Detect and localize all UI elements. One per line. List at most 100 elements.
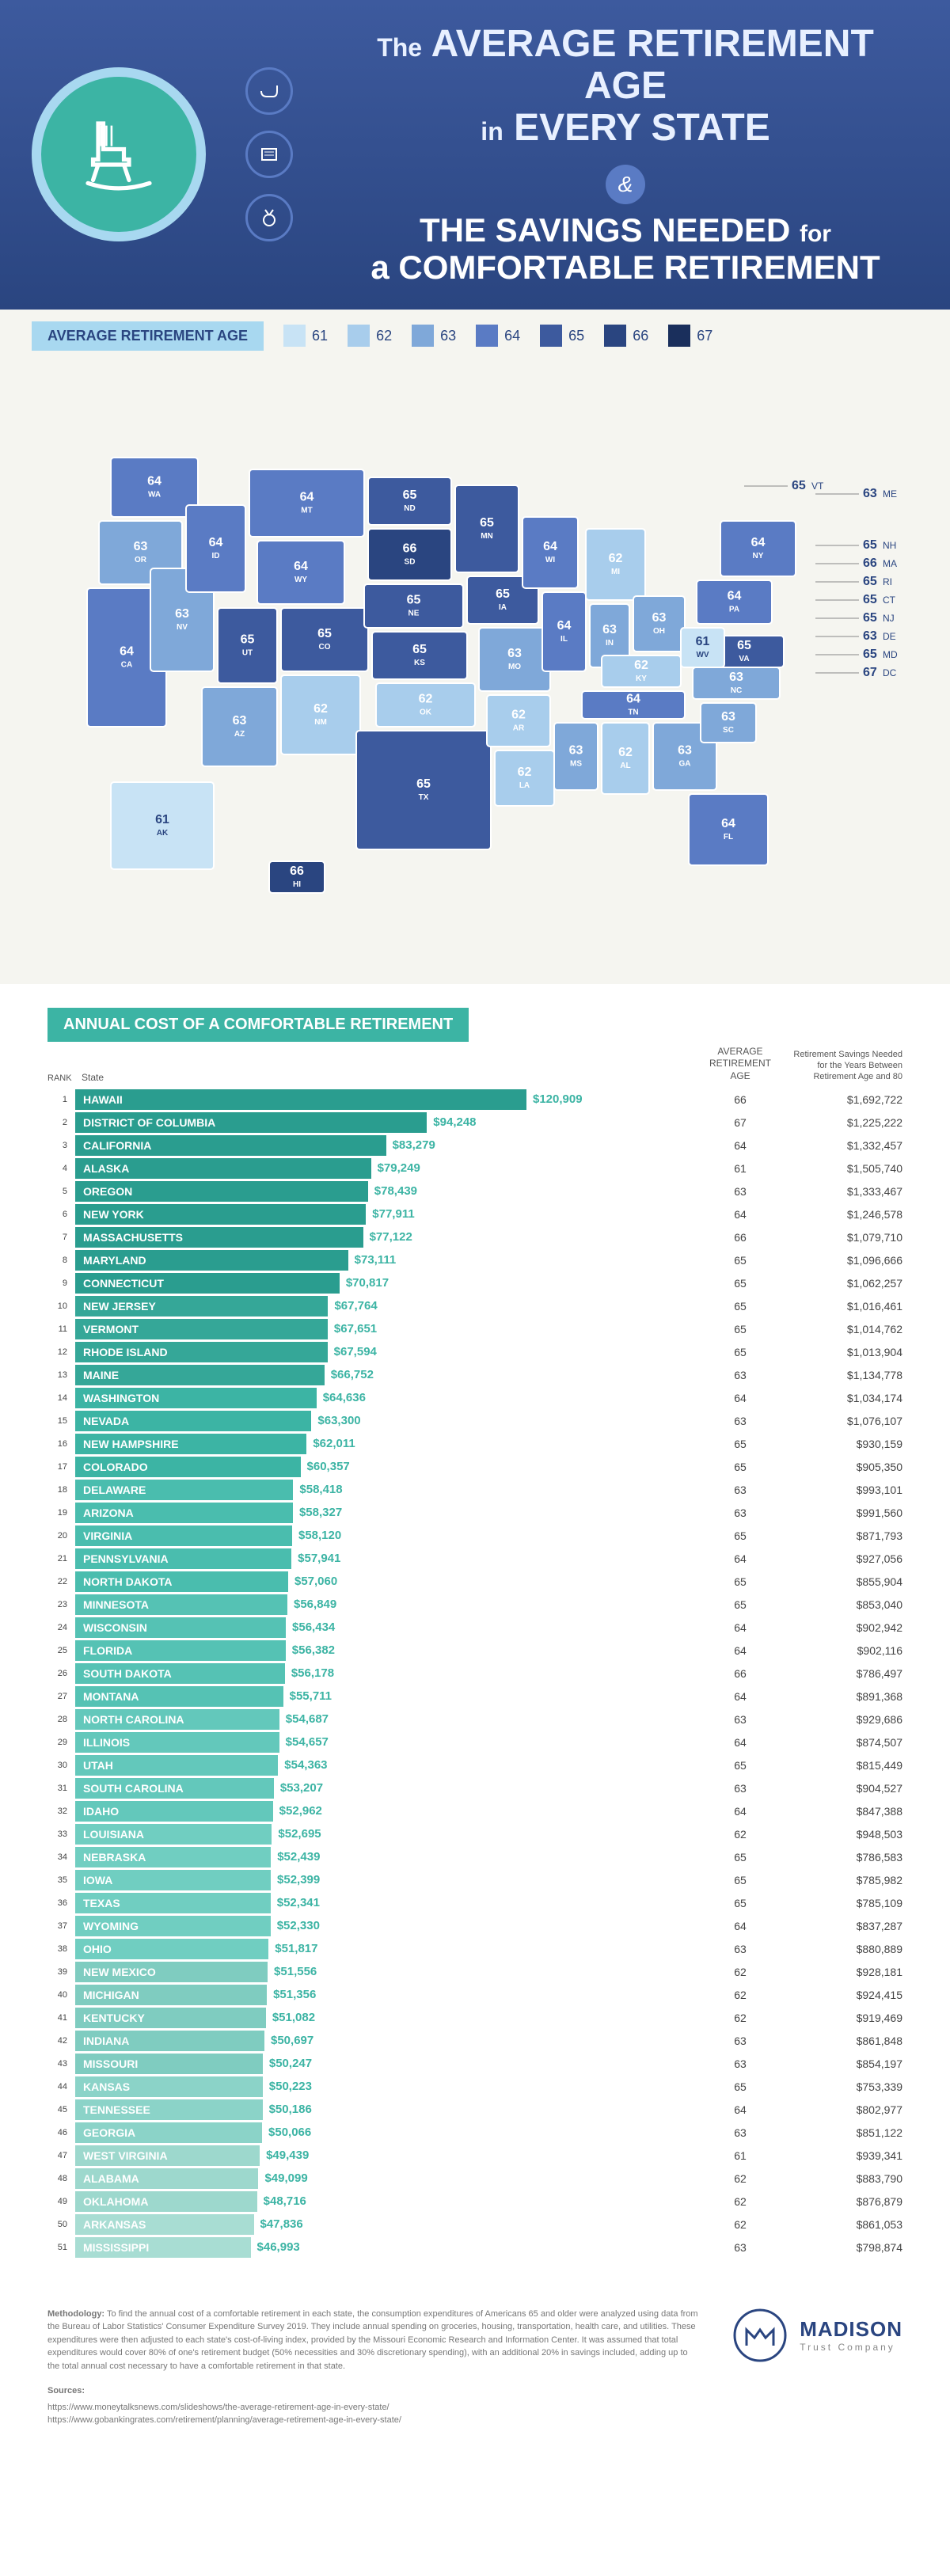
- legend-item: 63: [412, 325, 456, 347]
- table-row: 51 MISSISSIPPI $46,993 63 $798,874: [48, 2237, 902, 2258]
- svg-text:MT: MT: [301, 506, 312, 515]
- svg-text:62: 62: [419, 692, 433, 705]
- table-row: 2 DISTRICT OF COLUMBIA $94,248 67 $1,225…: [48, 1112, 902, 1133]
- svg-text:NY: NY: [753, 552, 764, 560]
- table-row: 12 RHODE ISLAND $67,594 65 $1,013,904: [48, 1342, 902, 1362]
- svg-text:65: 65: [317, 627, 332, 640]
- table-row: 44 KANSAS $50,223 65 $753,339: [48, 2076, 902, 2097]
- svg-text:WV: WV: [696, 651, 709, 659]
- svg-text:SC: SC: [723, 726, 734, 735]
- svg-text:VA: VA: [739, 655, 749, 663]
- svg-text:62: 62: [314, 702, 328, 716]
- svg-text:WY: WY: [294, 576, 307, 584]
- legend-item: 65: [540, 325, 584, 347]
- svg-text:HI: HI: [293, 880, 301, 889]
- svg-text:66: 66: [863, 557, 877, 570]
- knitting-icon: [245, 194, 293, 241]
- svg-text:63: 63: [507, 647, 522, 660]
- table-row: 19 ARIZONA $58,327 63 $991,560: [48, 1503, 902, 1523]
- svg-text:62: 62: [609, 552, 623, 565]
- header: The AVERAGE RETIREMENT AGE in EVERY STAT…: [0, 0, 950, 310]
- svg-text:DC: DC: [883, 667, 897, 678]
- svg-text:61: 61: [696, 635, 710, 648]
- svg-text:OR: OR: [135, 556, 147, 564]
- table-row: 33 LOUISIANA $52,695 62 $948,503: [48, 1824, 902, 1845]
- table-row: 47 WEST VIRGINIA $49,439 61 $939,341: [48, 2145, 902, 2166]
- legend-item: 67: [668, 325, 712, 347]
- svg-text:65: 65: [863, 538, 877, 552]
- svg-text:63: 63: [569, 743, 583, 757]
- table-row: 24 WISCONSIN $56,434 64 $902,942: [48, 1617, 902, 1638]
- table-row: 29 ILLINOIS $54,657 64 $874,507: [48, 1732, 902, 1753]
- svg-text:IA: IA: [499, 603, 507, 612]
- svg-text:OK: OK: [420, 708, 432, 716]
- table-row: 30 UTAH $54,363 65 $815,449: [48, 1755, 902, 1776]
- svg-text:65: 65: [863, 648, 877, 661]
- svg-text:CO: CO: [319, 643, 331, 652]
- svg-text:OH: OH: [653, 627, 665, 636]
- svg-text:61: 61: [155, 813, 169, 826]
- table-row: 9 CONNECTICUT $70,817 65 $1,062,257: [48, 1273, 902, 1294]
- svg-text:65: 65: [792, 479, 806, 492]
- table-row: 11 VERMONT $67,651 65 $1,014,762: [48, 1319, 902, 1339]
- table-row: 17 COLORADO $60,357 65 $905,350: [48, 1457, 902, 1477]
- svg-text:AL: AL: [620, 762, 630, 770]
- svg-text:65: 65: [737, 639, 751, 652]
- svg-text:KS: KS: [414, 659, 425, 667]
- table-row: 21 PENNSYLVANIA $57,941 64 $927,056: [48, 1548, 902, 1569]
- table-row: 41 KENTUCKY $51,082 62 $919,469: [48, 2008, 902, 2028]
- logo: MADISON Trust Company: [732, 2308, 902, 2363]
- table-row: 18 DELAWARE $58,418 63 $993,101: [48, 1480, 902, 1500]
- chart-header: RANK State AVERAGE RETIREMENT AGE Retire…: [48, 1046, 902, 1083]
- svg-text:GA: GA: [679, 759, 691, 768]
- pipe-icon: [245, 67, 293, 115]
- table-row: 3 CALIFORNIA $83,279 64 $1,332,457: [48, 1135, 902, 1156]
- col-state-header: State: [75, 1072, 526, 1083]
- svg-text:63: 63: [602, 623, 617, 636]
- svg-text:AK: AK: [157, 829, 169, 838]
- svg-text:NV: NV: [177, 623, 188, 632]
- svg-text:64: 64: [751, 536, 766, 549]
- table-row: 50 ARKANSAS $47,836 62 $861,053: [48, 2214, 902, 2235]
- svg-text:63: 63: [652, 611, 667, 625]
- svg-text:NE: NE: [408, 609, 420, 617]
- svg-text:62: 62: [518, 766, 532, 779]
- table-row: 5 OREGON $78,439 63 $1,333,467: [48, 1181, 902, 1202]
- svg-text:DE: DE: [883, 631, 896, 642]
- svg-text:62: 62: [511, 708, 526, 721]
- footer: Methodology: To find the annual cost of …: [0, 2284, 950, 2451]
- svg-text:63: 63: [729, 671, 743, 684]
- table-row: 31 SOUTH CAROLINA $53,207 63 $904,527: [48, 1778, 902, 1799]
- table-row: 20 VIRGINIA $58,120 65 $871,793: [48, 1525, 902, 1546]
- table-row: 46 GEORGIA $50,066 63 $851,122: [48, 2122, 902, 2143]
- svg-text:VT: VT: [811, 481, 824, 492]
- table-row: 23 MINNESOTA $56,849 65 $853,040: [48, 1594, 902, 1615]
- table-row: 45 TENNESSEE $50,186 64 $802,977: [48, 2099, 902, 2120]
- svg-text:62: 62: [618, 746, 633, 759]
- svg-text:65: 65: [496, 587, 510, 601]
- svg-text:67: 67: [863, 666, 877, 679]
- svg-text:65: 65: [480, 516, 494, 530]
- table-row: 38 OHIO $51,817 63 $880,889: [48, 1939, 902, 1959]
- title-line-2: THE SAVINGS NEEDED for a COMFORTABLE RET…: [332, 212, 918, 285]
- svg-text:64: 64: [543, 540, 557, 553]
- svg-text:ID: ID: [212, 552, 220, 560]
- logo-icon: [732, 2308, 788, 2363]
- svg-text:63: 63: [863, 487, 877, 500]
- svg-text:65: 65: [863, 575, 877, 588]
- table-row: 7 MASSACHUSETTS $77,122 66 $1,079,710: [48, 1227, 902, 1248]
- table-row: 43 MISSOURI $50,247 63 $854,197: [48, 2054, 902, 2074]
- svg-text:SD: SD: [405, 557, 416, 566]
- svg-text:TX: TX: [419, 793, 429, 802]
- svg-text:TN: TN: [628, 708, 638, 716]
- svg-text:64: 64: [120, 644, 134, 658]
- table-row: 6 NEW YORK $77,911 64 $1,246,578: [48, 1204, 902, 1225]
- svg-text:MA: MA: [883, 558, 897, 569]
- svg-text:KY: KY: [636, 674, 647, 683]
- svg-text:ME: ME: [883, 488, 897, 500]
- svg-text:UT: UT: [242, 648, 253, 657]
- methodology: Methodology: To find the annual cost of …: [48, 2308, 701, 2427]
- svg-text:65: 65: [403, 488, 417, 502]
- svg-text:66: 66: [290, 864, 304, 878]
- table-row: 26 SOUTH DAKOTA $56,178 66 $786,497: [48, 1663, 902, 1684]
